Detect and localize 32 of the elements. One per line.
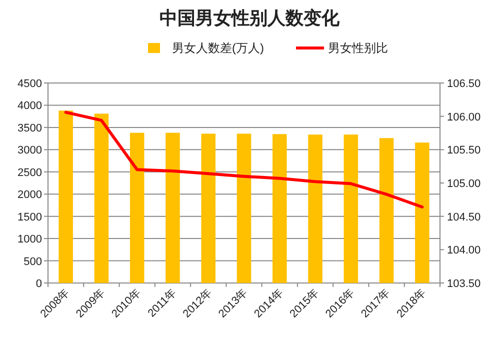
y2-tick-label: 105.00 bbox=[447, 178, 481, 190]
bar bbox=[272, 134, 287, 283]
bar bbox=[236, 134, 252, 283]
y-tick-label: 500 bbox=[24, 256, 42, 268]
bar bbox=[130, 132, 144, 283]
y-tick-label: 4500 bbox=[18, 78, 42, 90]
line-series bbox=[64, 110, 424, 208]
y-tick-label: 0 bbox=[36, 278, 42, 290]
chart-title: 中国男女性别人数变化 bbox=[160, 8, 340, 28]
y2-tick-label: 104.00 bbox=[447, 244, 481, 257]
bar bbox=[166, 132, 180, 283]
y2-tick-label: 105.50 bbox=[447, 144, 481, 157]
bar bbox=[201, 134, 216, 283]
bar bbox=[308, 134, 322, 283]
y-tick-label: 3000 bbox=[18, 144, 42, 157]
y2-tick-label: 103.50 bbox=[447, 278, 481, 290]
y-tick-label: 2000 bbox=[18, 189, 42, 202]
bar bbox=[344, 134, 358, 283]
bar bbox=[58, 110, 73, 283]
bar bbox=[379, 138, 394, 283]
legend-label: 男女人数差(万人) bbox=[172, 41, 264, 55]
y-tick-label: 1000 bbox=[18, 234, 42, 246]
y-tick-label: 2500 bbox=[18, 166, 42, 179]
y2-tick-label: 106.50 bbox=[447, 78, 481, 90]
y2-tick-label: 106.00 bbox=[447, 111, 481, 124]
bar bbox=[415, 142, 430, 283]
bar bbox=[94, 114, 109, 283]
y-tick-label: 1500 bbox=[18, 211, 42, 224]
legend-label: 男女性别比 bbox=[328, 41, 388, 55]
y-tick-label: 3500 bbox=[18, 122, 42, 134]
y-tick-label: 4000 bbox=[18, 100, 42, 112]
y2-tick-label: 104.50 bbox=[447, 211, 481, 224]
